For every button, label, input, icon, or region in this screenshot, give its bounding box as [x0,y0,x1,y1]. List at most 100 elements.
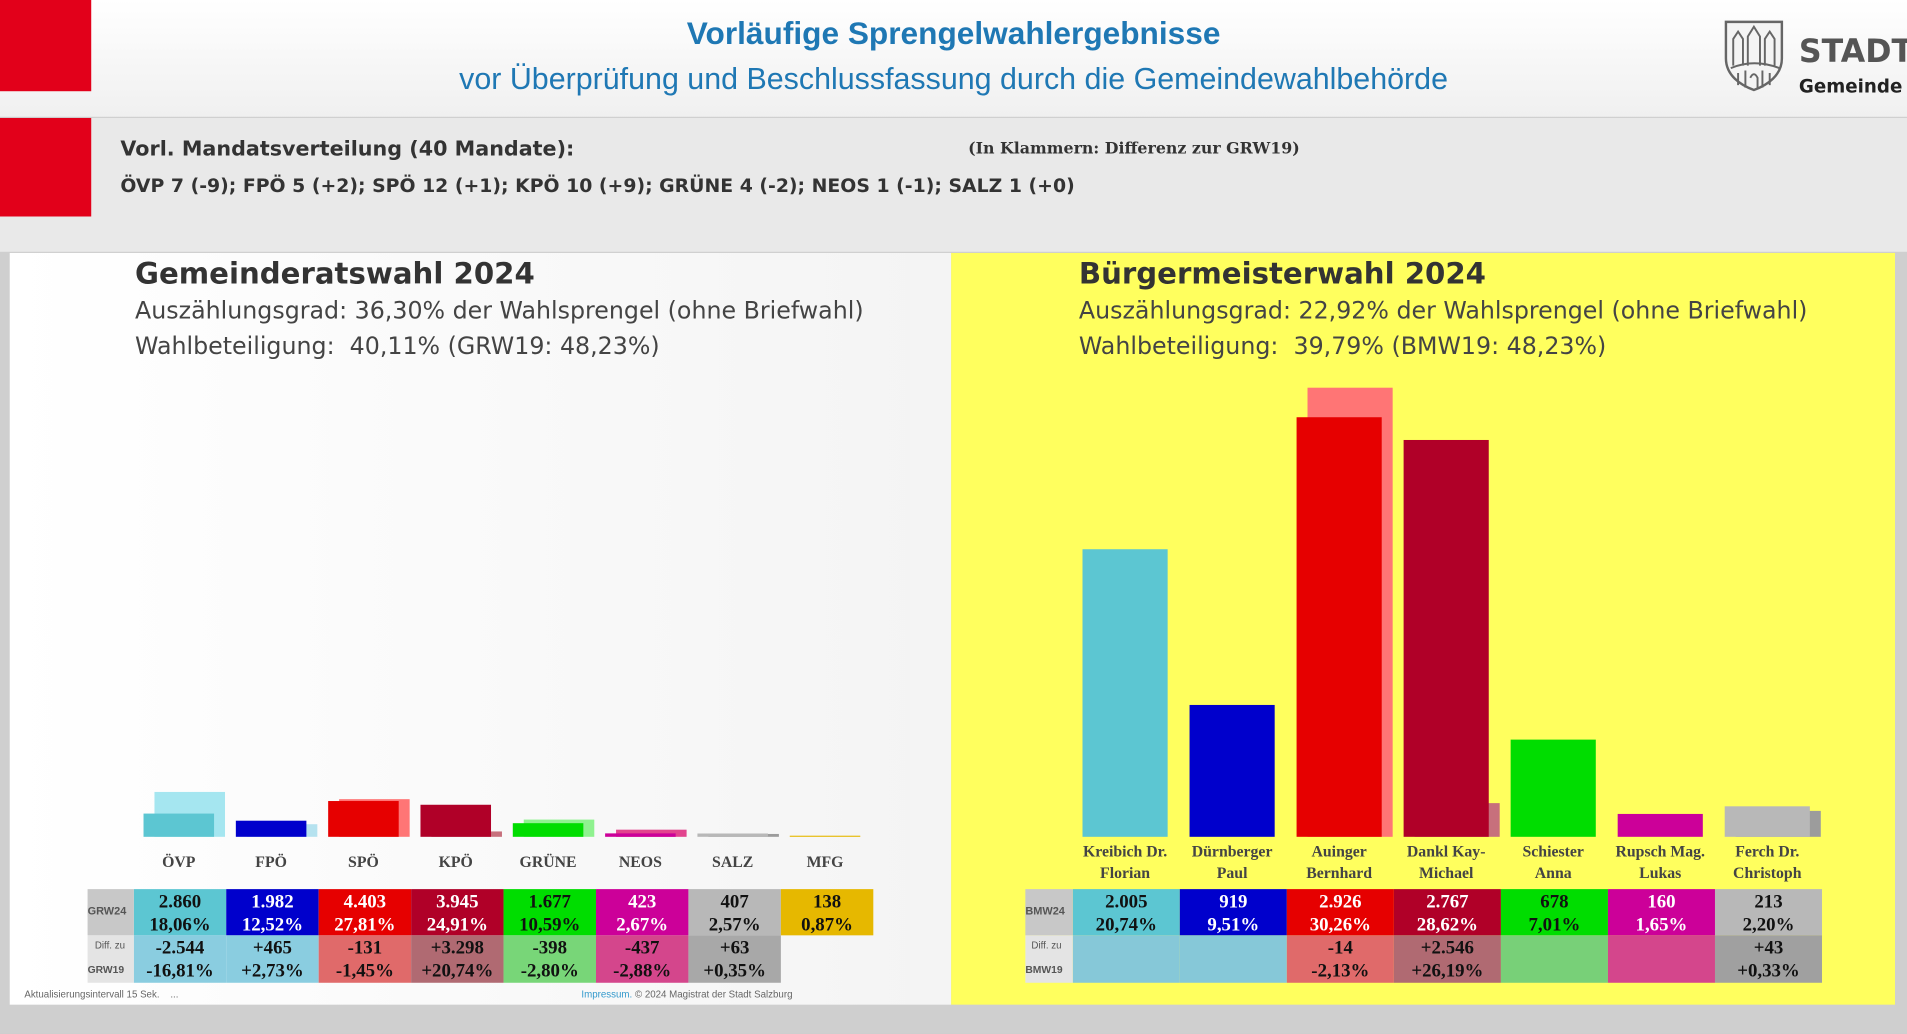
diff-percent: +0,35% [703,960,766,982]
category-label: KPÖ [439,853,473,871]
percent: 30,26% [1309,914,1371,936]
percent: 12,52% [241,914,304,936]
bar-current-2 [1296,417,1382,837]
diff-percent: -2,80% [520,960,579,982]
municipal-council-panel [9,252,952,1005]
diff-votes [1501,937,1608,960]
result-cell: 407 2,57% [688,889,781,936]
category-label: Auinger [1311,843,1366,860]
bar-current-6 [1724,806,1810,837]
diff-percent: -2,13% [1311,960,1370,982]
diff-cell: -14 -2,13% [1286,935,1394,983]
diff-votes: -437 [624,937,660,959]
diff-votes: -131 [347,937,383,959]
diff-votes: +43 [1753,937,1784,959]
diff-cell [1072,935,1180,983]
votes: 138 [812,891,842,913]
mayor-counting-status: Auszählungsgrad: 22,92% der Wahlsprengel… [1078,296,1808,325]
mayor-title: Bürgermeisterwahl 2024 [1078,256,1486,291]
votes: 423 [628,891,657,913]
result-cell: 423 2,67% [595,889,689,936]
votes: 407 [720,891,749,913]
red-accent-block [0,0,92,92]
diff-votes: +3.298 [430,937,484,959]
percent: 2,20% [1742,914,1795,936]
page-title: Vorläufige Sprengelwahlergebnisse [686,14,1221,52]
result-cell: 2.767 28,62% [1393,889,1501,936]
imprint-link[interactable]: Impressum. [581,988,633,1000]
result-cell: 138 0,87% [780,889,874,936]
percent: 10,59% [519,914,581,936]
result-cell: 2.926 30,26% [1286,889,1394,936]
bar-current-7 [789,835,861,837]
category-label: Anna [1535,865,1572,882]
diff-percent: -16,81% [146,960,214,982]
copyright-text: © 2024 Magistrat der Stadt Salzburg [634,988,793,1000]
result-cell: 2.005 20,74% [1072,889,1180,936]
votes: 1.677 [528,891,571,913]
diff-votes: +2.546 [1420,937,1474,959]
category-label: Dankl Kay- [1407,843,1486,860]
header-bar [0,0,1907,117]
mayor-row-label-diff1: Diff. zu [1031,940,1062,952]
result-cell: 678 7,01% [1500,889,1608,936]
votes: 2.860 [158,891,202,913]
result-cell: 1.677 10,59% [503,889,596,936]
category-label: SALZ [712,854,753,871]
bar-current-5 [605,833,676,837]
percent: 1,65% [1635,914,1688,936]
category-label: FPÖ [255,853,287,871]
mayor-row-label-current: BMW24 [1025,904,1065,918]
diff-cell: -2.544 -16,81% [133,935,227,983]
diff-votes: +63 [719,937,750,959]
votes: 213 [1754,891,1783,913]
diff-percent: +26,19% [1411,960,1484,982]
red-accent-block-2 [0,117,92,217]
mayor-row-label-diff2: BMW19 [1025,963,1063,976]
diff-votes [1608,937,1715,960]
council-row-label-current: GRW24 [87,904,127,918]
votes: 1.982 [251,891,294,913]
diff-cell [1179,935,1287,983]
bar-current-1 [235,820,307,837]
category-label: Michael [1419,865,1474,882]
votes: 3.945 [436,891,479,913]
category-label: Schiester [1523,843,1584,860]
logo-text: STADT [1798,34,1907,71]
votes: 4.403 [343,891,387,913]
logo-subtext: Gemeinde [1798,75,1903,98]
mayor-turnout: Wahlbeteiligung: 39,79% (BMW19: 48,23%) [1078,332,1607,361]
diff-percent: +0,33% [1737,960,1800,982]
category-label: Lukas [1639,865,1681,882]
page-subtitle: vor Überprüfung und Beschlussfassung dur… [459,62,1449,97]
percent: 7,01% [1528,914,1581,936]
diff-cell: -131 -1,45% [318,935,412,983]
diff-votes: -2.544 [155,937,205,959]
diff-votes: +465 [252,937,292,959]
percent: 18,06% [149,914,211,936]
bar-previous-5 [616,829,687,837]
category-label: Christoph [1733,865,1802,882]
percent: 20,74% [1095,914,1157,936]
result-cell: 2.860 18,06% [133,889,227,936]
category-label: Ferch Dr. [1735,843,1799,860]
mandate-heading: Vorl. Mandatsverteilung (40 Mandate): [120,137,575,162]
diff-cell: +43 +0,33% [1714,935,1823,983]
refresh-interval-note: Aktualisierungsintervall 15 Sek. ... [24,988,179,1000]
council-counting-status: Auszählungsgrad: 36,30% der Wahlsprengel… [135,296,864,325]
diff-percent: +20,74% [421,960,494,982]
bar-current-4 [1510,739,1596,837]
percent: 2,57% [708,914,761,936]
city-logo: STADT Gemeinde [1721,17,1907,102]
diff-cell: +3.298 +20,74% [411,935,504,983]
percent: 28,62% [1416,914,1479,936]
diff-votes: -398 [532,937,568,959]
diff-cell: -437 -2,88% [595,935,689,983]
diff-cell [1607,935,1715,983]
category-label: ÖVP [162,853,196,871]
council-row-label-diff1: Diff. zu [94,940,125,952]
percent: 0,87% [801,914,854,936]
council-row-label-diff2: GRW19 [87,963,125,976]
votes: 160 [1647,891,1676,913]
bar-current-2 [328,801,399,837]
